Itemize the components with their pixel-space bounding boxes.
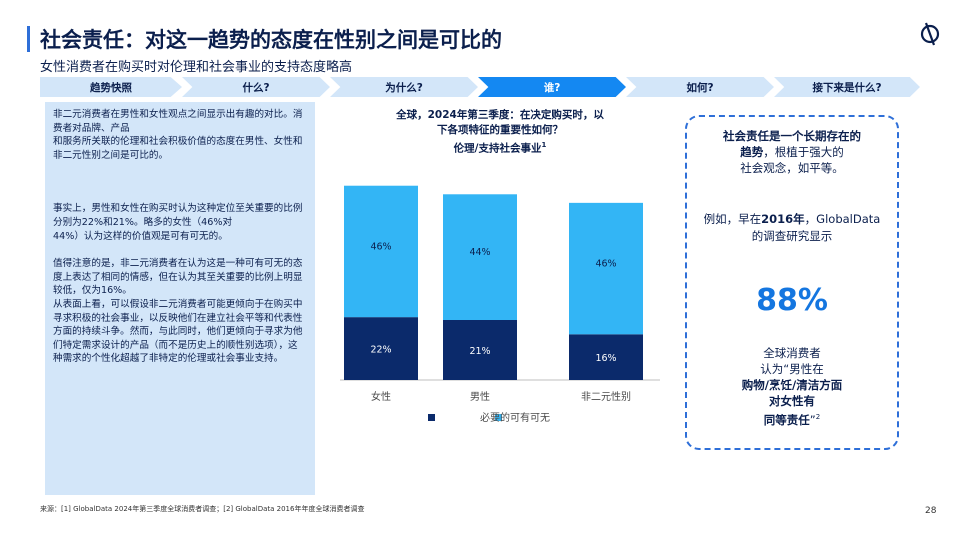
bar-data-label: 22% — [370, 345, 391, 356]
title-accent-bar — [27, 26, 30, 52]
nav-item-snapshot[interactable]: 趋势快照 — [40, 77, 182, 97]
source-footnote: 来源：[1] GlobalData 2024年第三季度全球消费者调查；[2] G… — [40, 505, 365, 513]
legend-label: 必要的可有可无 — [480, 411, 550, 424]
chart-title: 全球，2024年第三季度：在决定购买时，以 下各项特征的重要性如何？ 伦理/支持… — [350, 108, 650, 157]
callout-description: 全球消费者 认为“男性在 购物/烹饪/清洁方面 对女性有 同等责任”2 — [741, 346, 843, 427]
analysis-paragraph: 事实上，男性和女性在购买时认为这种定位至关重要的比例分别为22%和21%。略多的… — [53, 203, 303, 228]
analysis-paragraph: 和服务所关联的伦理和社会积极价值的态度在男性、女性和非二元性别之间是可比的。 — [53, 136, 303, 161]
callout-big-number: 88% — [756, 283, 828, 318]
category-label: 非二元性别 — [581, 390, 631, 403]
bar-segment-nice-to-have — [344, 185, 418, 318]
bar-segment-essential — [344, 317, 418, 380]
nav-item-who[interactable]: 谁? — [478, 77, 626, 97]
nav-item-next[interactable]: 接下来是什么? — [774, 77, 920, 97]
analysis-text-panel: 非二元消费者在男性和女性观点之间显示出有趣的对比。消费者对品牌、产品 和服务所关… — [45, 102, 315, 495]
bar-segment-essential — [443, 320, 517, 380]
bar-data-label: 16% — [595, 353, 616, 364]
page-title: 社会责任：对这一趋势的态度在性别之间是可比的 — [40, 28, 502, 52]
analysis-paragraph: 从表面上看，可以假设非二元消费者可能更倾向于在购买中寻求积极的社会事业，以反映他… — [53, 298, 303, 365]
legend-swatch-nice-to-have — [495, 414, 502, 421]
bar-data-label: 21% — [469, 346, 490, 357]
analysis-paragraph: 非二元消费者在男性和女性观点之间显示出有趣的对比。消费者对品牌、产品 — [53, 109, 303, 134]
legend-swatch-essential — [428, 414, 435, 421]
insight-callout: 社会责任是一个长期存在的 趋势，根植于强大的 社会观念，如平等。 例如，早在20… — [685, 115, 899, 450]
bar-data-label: 46% — [595, 259, 616, 270]
nav-item-how[interactable]: 如何? — [626, 77, 774, 97]
chart-title-line: 下各项特征的重要性如何？ — [437, 124, 563, 136]
section-nav: 趋势快照 什么? 为什么? 谁? 如何? 接下来是什么? — [40, 77, 920, 97]
callout-example: 例如，早在2016年，GlobalData的调查研究显示 — [703, 212, 881, 243]
bar-segment-nice-to-have — [443, 194, 517, 320]
chart-title-line: 全球，2024年第三季度：在决定购买时，以 — [396, 109, 604, 121]
nav-item-why[interactable]: 为什么? — [330, 77, 478, 97]
bar-segment-nice-to-have — [569, 202, 643, 335]
analysis-paragraph: 44%）认为这样的价值观是可有可无的。 — [53, 230, 228, 242]
bar-segment-essential — [569, 334, 643, 380]
analysis-paragraph: 值得注意的是，非二元消费者在认为这是一种可有可无的态度上表达了相同的情感，但在认… — [53, 258, 303, 297]
category-label: 男性 — [470, 390, 490, 403]
chart-title-line: 伦理/支持社会事业1 — [453, 141, 547, 155]
globaldata-logo-icon — [920, 22, 940, 46]
bar-data-label: 44% — [469, 247, 490, 258]
nav-item-what[interactable]: 什么? — [182, 77, 330, 97]
page-number: 28 — [925, 506, 937, 516]
category-label: 女性 — [371, 390, 391, 403]
bar-data-label: 46% — [370, 241, 391, 252]
callout-intro: 社会责任是一个长期存在的 趋势，根植于强大的 社会观念，如平等。 — [723, 129, 861, 175]
page-subtitle: 女性消费者在购买时对伦理和社会事业的支持态度略高 — [40, 60, 353, 75]
